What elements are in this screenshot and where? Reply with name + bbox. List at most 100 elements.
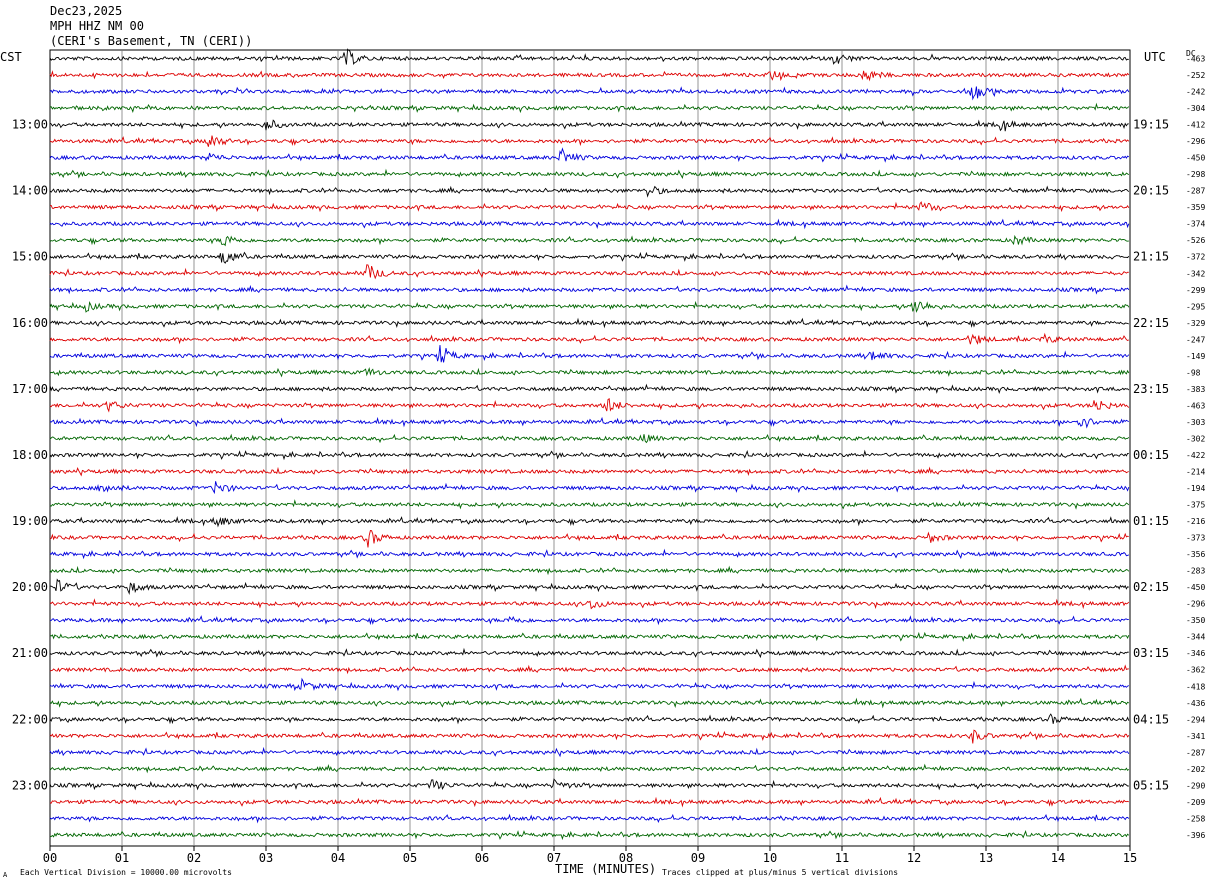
x-tick-label: 05 xyxy=(403,851,417,865)
utc-time-label: 05:15 xyxy=(1133,778,1169,792)
dc-offset-label: -216 xyxy=(1186,517,1205,526)
seismic-trace xyxy=(49,433,1130,444)
seismic-trace xyxy=(49,416,1130,429)
utc-time-label: 20:15 xyxy=(1133,184,1169,198)
seismic-trace xyxy=(49,578,1129,595)
dc-offset-label: -412 xyxy=(1186,121,1205,130)
scale-note: Each Vertical Division = 10000.00 microv… xyxy=(20,868,232,877)
cst-time-label: 18:00 xyxy=(12,448,48,462)
dc-offset-label: -299 xyxy=(1186,286,1205,295)
utc-time-label: 02:15 xyxy=(1133,580,1169,594)
dc-offset-label: -242 xyxy=(1186,88,1205,97)
cst-time-label: 13:00 xyxy=(12,118,48,132)
seismic-trace xyxy=(49,529,1129,548)
seismic-trace xyxy=(49,147,1130,163)
dc-offset-label: -450 xyxy=(1186,583,1205,592)
dc-offset-label: -450 xyxy=(1186,154,1205,163)
dc-offset-label: -290 xyxy=(1186,781,1205,790)
cst-time-label: 16:00 xyxy=(12,316,48,330)
dc-offset-label: -436 xyxy=(1186,699,1205,708)
dc-offset-label: -346 xyxy=(1186,649,1205,658)
dc-offset-label: -295 xyxy=(1186,302,1205,311)
dc-offset-label: -302 xyxy=(1186,434,1205,443)
dc-offset-label: -194 xyxy=(1186,484,1205,493)
chart-location: (CERI's Basement, TN (CERI)) xyxy=(50,34,253,48)
cst-time-label: 23:00 xyxy=(12,778,48,792)
seismic-trace xyxy=(49,367,1130,378)
seismic-trace xyxy=(49,345,1130,363)
x-tick-label: 06 xyxy=(475,851,489,865)
dc-offset-label: -294 xyxy=(1186,715,1205,724)
seismic-trace xyxy=(49,729,1130,744)
x-tick-label: 02 xyxy=(187,851,201,865)
seismic-trace xyxy=(49,677,1129,692)
dc-offset-label: -247 xyxy=(1186,335,1205,344)
x-tick-label: 00 xyxy=(43,851,57,865)
dc-offset-label: -372 xyxy=(1186,253,1205,262)
dc-offset-label: -298 xyxy=(1186,170,1205,179)
x-tick-label: 13 xyxy=(979,851,993,865)
clip-note: Traces clipped at plus/minus 5 vertical … xyxy=(662,868,898,877)
chart-station: MPH HHZ NM 00 xyxy=(50,19,144,33)
cst-time-label: 21:00 xyxy=(12,646,48,660)
seismic-trace xyxy=(49,813,1130,824)
seismic-trace xyxy=(49,284,1130,295)
cst-time-label: 22:00 xyxy=(12,712,48,726)
dc-offset-label: -342 xyxy=(1186,269,1205,278)
seismic-trace xyxy=(49,647,1129,659)
dc-offset-label: -373 xyxy=(1186,534,1205,543)
seismic-trace xyxy=(49,135,1130,147)
dc-offset-label: -463 xyxy=(1186,401,1205,410)
x-tick-label: 07 xyxy=(547,851,561,865)
seismic-trace xyxy=(49,383,1130,394)
dc-offset-label: -214 xyxy=(1186,468,1205,477)
seismic-trace xyxy=(49,70,1130,82)
seismic-trace xyxy=(49,264,1129,280)
seismic-trace xyxy=(49,664,1129,675)
x-tick-label: 11 xyxy=(835,851,849,865)
seismic-trace xyxy=(49,119,1129,132)
seismic-trace xyxy=(49,565,1130,576)
seismic-trace xyxy=(49,515,1130,528)
utc-time-label: 04:15 xyxy=(1133,712,1169,726)
cst-time-label: 14:00 xyxy=(12,184,48,198)
cst-time-label: 19:00 xyxy=(12,514,48,528)
dc-offset-label: -149 xyxy=(1186,352,1205,361)
dc-label: DC xyxy=(1186,49,1196,58)
utc-time-label: 01:15 xyxy=(1133,514,1169,528)
dc-offset-label: -283 xyxy=(1186,567,1205,576)
dc-offset-label: -374 xyxy=(1186,220,1205,229)
cst-time-label: 20:00 xyxy=(12,580,48,594)
dc-offset-label: -526 xyxy=(1186,236,1205,245)
seismic-trace xyxy=(49,796,1129,808)
seismic-trace xyxy=(49,449,1129,461)
dc-offset-label: -418 xyxy=(1186,682,1205,691)
seismic-trace xyxy=(49,713,1130,725)
dc-offset-label: -350 xyxy=(1186,616,1205,625)
seismic-trace xyxy=(49,300,1130,313)
utc-label: UTC xyxy=(1144,50,1166,64)
seismic-trace xyxy=(49,598,1130,610)
seismic-trace xyxy=(49,332,1130,345)
dc-offset-label: -396 xyxy=(1186,831,1205,840)
dc-offset-label: -209 xyxy=(1186,798,1205,807)
seismic-trace xyxy=(49,466,1129,477)
dc-offset-label: -258 xyxy=(1186,814,1205,823)
dc-offset-label: -98 xyxy=(1186,368,1201,377)
seismic-trace xyxy=(49,48,1129,65)
dc-offset-label: -252 xyxy=(1186,71,1205,80)
utc-time-label: 22:15 xyxy=(1133,316,1169,330)
seismic-trace xyxy=(49,697,1130,709)
dc-offset-label: -329 xyxy=(1186,319,1205,328)
utc-time-label: 23:15 xyxy=(1133,382,1169,396)
dc-offset-label: -296 xyxy=(1186,600,1205,609)
dc-offset-label: -303 xyxy=(1186,418,1205,427)
seismic-trace xyxy=(49,398,1130,413)
dc-offset-label: -463 xyxy=(1186,55,1205,64)
cst-label: CST xyxy=(0,50,22,64)
seismic-trace xyxy=(49,317,1130,329)
seismic-trace xyxy=(49,86,1130,101)
x-tick-label: 08 xyxy=(619,851,633,865)
dc-offset-label: -383 xyxy=(1186,385,1205,394)
